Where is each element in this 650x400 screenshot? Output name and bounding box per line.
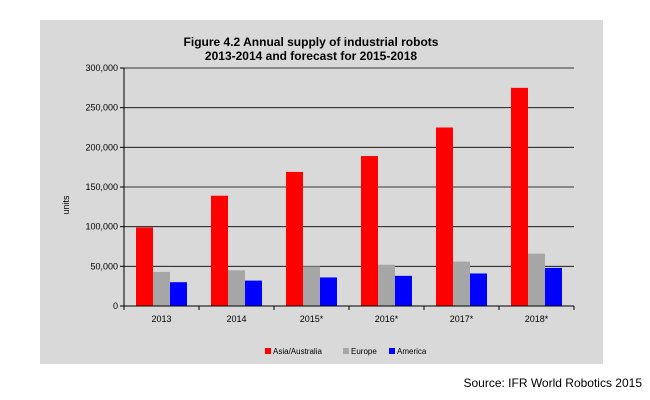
- bar: [470, 273, 487, 306]
- y-tick-label: 150,000: [85, 182, 118, 192]
- bar: [545, 267, 562, 306]
- chart-title-line-2: 2013-2014 and forecast for 2015-2018: [205, 49, 417, 63]
- legend-label: America: [397, 347, 427, 356]
- legend-swatch: [343, 348, 349, 354]
- y-tick-label: 0: [113, 301, 118, 311]
- gridlines: [124, 67, 574, 267]
- bar: [136, 227, 153, 306]
- y-axis-label: units: [61, 195, 71, 215]
- legend-swatch: [265, 348, 271, 354]
- bar: [303, 266, 320, 306]
- x-tick-label: 2018*: [525, 314, 549, 324]
- bar: [286, 171, 303, 306]
- x-tick-label: 2014: [226, 314, 246, 324]
- bar: [245, 280, 262, 306]
- chart-title-line-1: Figure 4.2 Annual supply of industrial r…: [184, 35, 439, 49]
- x-tick-label: 2015*: [300, 314, 324, 324]
- bars: [136, 87, 562, 306]
- bar: [453, 261, 470, 306]
- legend-label: Asia/Australia: [273, 347, 322, 356]
- legend-swatch: [389, 348, 395, 354]
- x-tick-label: 2017*: [450, 314, 474, 324]
- chart-panel: Figure 4.2 Annual supply of industrial r…: [40, 20, 603, 364]
- bar: [436, 127, 453, 306]
- bar: [228, 270, 245, 306]
- y-tick-label: 50,000: [90, 261, 118, 271]
- y-tick-label: 200,000: [85, 142, 118, 152]
- y-tick-label: 250,000: [85, 103, 118, 113]
- bar: [320, 277, 337, 306]
- bar: [211, 195, 228, 306]
- bar: [153, 271, 170, 306]
- x-tick-label: 2013: [151, 314, 171, 324]
- bar-chart: Figure 4.2 Annual supply of industrial r…: [61, 35, 575, 356]
- legend: Asia/Australia Europe America: [265, 347, 427, 356]
- y-tick-label: 100,000: [85, 222, 118, 232]
- y-tick-label: 300,000: [85, 63, 118, 73]
- source-note: Source: IFR World Robotics 2015: [463, 376, 642, 390]
- bar: [378, 264, 395, 306]
- legend-label: Europe: [351, 347, 377, 356]
- bar: [361, 156, 378, 306]
- bar: [511, 87, 528, 306]
- x-tick-label: 2016*: [375, 314, 399, 324]
- x-axis-ticks: 2013 2014 2015* 2016* 2017* 2018*: [123, 306, 575, 324]
- bar: [170, 282, 187, 306]
- y-axis-ticks: 0 50,000 100,000 150,000 200,000 250,000 300,0…: [85, 63, 124, 311]
- bar: [395, 275, 412, 306]
- bar: [528, 253, 545, 306]
